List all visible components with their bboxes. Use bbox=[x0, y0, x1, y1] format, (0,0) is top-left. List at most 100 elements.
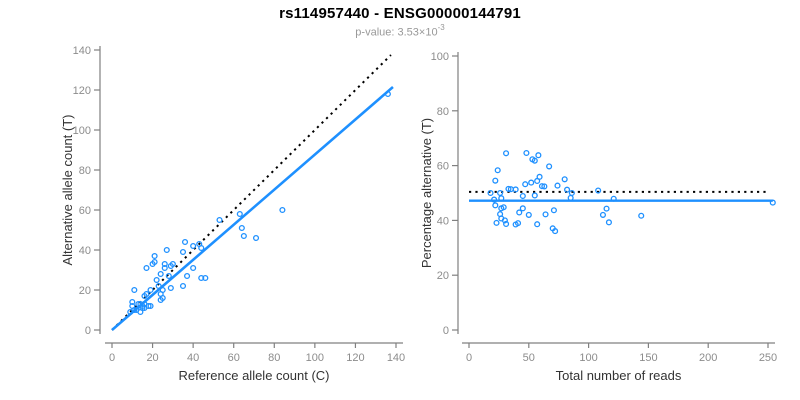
data-point bbox=[153, 276, 160, 284]
data-point bbox=[279, 206, 286, 214]
x-tick-label: 100 bbox=[579, 352, 597, 364]
data-point bbox=[163, 246, 170, 254]
y-tick-label: 40 bbox=[437, 215, 449, 227]
right-xaxis-title: Total number of reads bbox=[555, 368, 682, 383]
data-point bbox=[179, 248, 187, 256]
x-tick-label: 80 bbox=[268, 352, 280, 364]
data-point bbox=[493, 219, 500, 226]
data-point bbox=[240, 232, 247, 240]
data-point bbox=[147, 302, 154, 310]
fit-line bbox=[111, 86, 394, 331]
data-point bbox=[198, 274, 205, 282]
y-tick-label: 20 bbox=[437, 270, 449, 282]
x-tick-label: 150 bbox=[639, 352, 657, 364]
left-xaxis-title: Reference allele count (C) bbox=[178, 368, 330, 383]
data-point bbox=[190, 242, 197, 250]
data-point bbox=[519, 205, 526, 212]
x-tick-label: 40 bbox=[187, 352, 199, 364]
data-point bbox=[503, 150, 510, 157]
data-point bbox=[165, 272, 172, 280]
data-point bbox=[202, 274, 209, 282]
data-point bbox=[525, 211, 532, 218]
data-point bbox=[494, 167, 501, 174]
data-point bbox=[536, 173, 543, 180]
data-point bbox=[638, 212, 645, 219]
y-tick-label: 100 bbox=[431, 51, 449, 63]
data-point bbox=[143, 264, 150, 272]
data-point bbox=[605, 219, 612, 226]
data-point bbox=[550, 207, 557, 214]
data-point bbox=[522, 181, 529, 188]
data-point bbox=[252, 234, 260, 242]
x-tick-label: 100 bbox=[306, 352, 324, 364]
y-tick-label: 80 bbox=[79, 165, 91, 177]
data-point bbox=[538, 183, 546, 190]
y-tick-label: 120 bbox=[73, 85, 91, 97]
data-point bbox=[492, 177, 499, 184]
data-point bbox=[523, 149, 530, 157]
data-point bbox=[501, 217, 508, 224]
y-tick-label: 0 bbox=[85, 325, 91, 337]
data-point bbox=[179, 282, 187, 290]
pvalue-exponent: -3 bbox=[437, 23, 445, 32]
data-point bbox=[151, 252, 158, 260]
data-point bbox=[603, 205, 610, 212]
data-point bbox=[167, 284, 174, 292]
data-point bbox=[497, 189, 504, 197]
identity-reference-line bbox=[111, 54, 392, 331]
data-point bbox=[546, 163, 553, 170]
data-point bbox=[595, 187, 602, 194]
x-tick-label: 120 bbox=[346, 352, 364, 364]
y-tick-label: 140 bbox=[73, 45, 91, 57]
data-point bbox=[169, 260, 176, 268]
data-point bbox=[143, 290, 150, 298]
data-point bbox=[181, 238, 189, 246]
pvalue-text: p-value: 3.53×10 bbox=[355, 26, 438, 39]
data-point bbox=[516, 209, 523, 216]
data-point bbox=[198, 244, 205, 252]
y-tick-label: 60 bbox=[437, 161, 449, 173]
data-point bbox=[161, 264, 168, 272]
data-point bbox=[512, 186, 519, 193]
data-point bbox=[500, 204, 507, 211]
data-point bbox=[561, 176, 568, 183]
x-tick-label: 140 bbox=[387, 352, 405, 364]
data-point bbox=[492, 202, 499, 209]
data-point bbox=[161, 260, 168, 268]
data-point bbox=[514, 220, 522, 227]
data-point bbox=[190, 264, 197, 272]
data-point bbox=[131, 286, 138, 294]
plot-subtitle: p-value: 3.53×10-3 bbox=[0, 23, 800, 39]
data-point bbox=[564, 186, 571, 193]
data-point bbox=[236, 210, 243, 218]
data-point bbox=[129, 298, 136, 306]
plot-title: rs114957440 - ENSG00000144791 bbox=[279, 5, 521, 22]
y-tick-label: 40 bbox=[79, 245, 91, 257]
data-point bbox=[147, 286, 154, 294]
data-point bbox=[542, 211, 549, 218]
data-point bbox=[157, 270, 164, 278]
data-point bbox=[184, 272, 191, 280]
data-point bbox=[535, 152, 542, 159]
y-tick-label: 20 bbox=[79, 285, 91, 297]
y-tick-label: 80 bbox=[437, 106, 449, 118]
y-tick-label: 100 bbox=[73, 125, 91, 137]
data-point bbox=[238, 224, 245, 232]
y-tick-label: 0 bbox=[443, 325, 449, 337]
data-point bbox=[541, 183, 548, 190]
data-point bbox=[487, 189, 494, 197]
data-point bbox=[505, 185, 512, 192]
data-point bbox=[216, 216, 223, 224]
x-tick-label: 50 bbox=[523, 352, 535, 364]
x-tick-label: 60 bbox=[228, 352, 240, 364]
data-point bbox=[531, 192, 538, 199]
data-point bbox=[599, 211, 607, 218]
data-point bbox=[554, 182, 561, 189]
left-yaxis-title: Alternative allele count (T) bbox=[60, 114, 75, 266]
data-point bbox=[531, 157, 538, 164]
data-point bbox=[528, 179, 535, 186]
data-point bbox=[519, 192, 526, 200]
x-tick-label: 0 bbox=[109, 352, 115, 364]
